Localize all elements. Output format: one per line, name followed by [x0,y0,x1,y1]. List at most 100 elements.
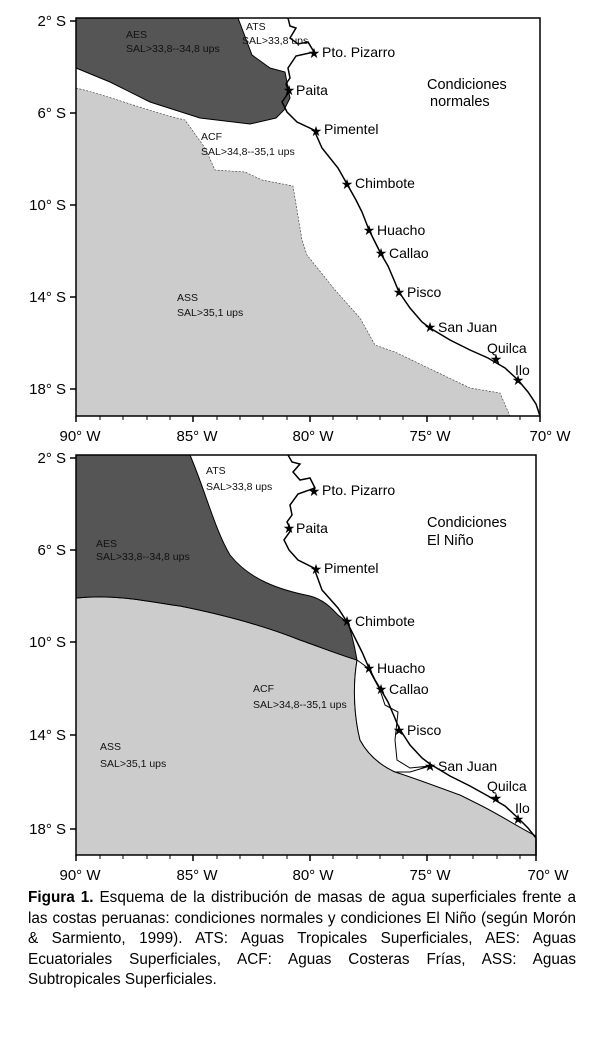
coastline [283,454,537,855]
condition-subtitle: normales [430,94,490,110]
caption-label: Figura 1. [28,889,94,906]
ats-salinity: SAL>33,8 ups [206,481,272,493]
ats-name: ATS [206,465,226,477]
star-icon: ★ [393,284,406,300]
lon-tick-label: 90° W [59,428,101,445]
lon-tick-label: 75° W [409,428,451,445]
map-normal: 2° S 6° S 10° S 14° S 18° S [29,13,571,445]
ass-name: ASS [100,741,121,753]
lat-tick-label: 2° S [37,13,66,30]
city-label: San Juan [438,319,497,335]
star-icon: ★ [308,45,321,61]
city-label: Pimentel [324,121,378,137]
ass-salinity: SAL>35,1 ups [100,758,166,770]
ass-region [75,87,511,417]
city-label: Pimentel [324,560,378,576]
city-label: Pto. Pizarro [322,482,395,498]
condition-title: Condiciones [427,515,507,531]
lon-ticks: 90° W 85° W 80° W 75° W 70° W [59,855,569,884]
lat-tick-label: 18° S [29,821,66,838]
lon-tick-label: 80° W [292,428,334,445]
city-label: Callao [389,681,429,697]
star-icon: ★ [512,372,525,388]
condition-title: Condiciones [427,77,507,93]
lat-ticks: 2° S 6° S 10° S 14° S 18° S [29,13,76,398]
map-frame [75,454,537,856]
city-label: Chimbote [355,613,415,629]
star-icon: ★ [424,319,437,335]
condition-subtitle: El Niño [427,533,474,549]
star-icon: ★ [283,82,296,98]
lat-tick-label: 14° S [29,289,66,306]
aes-salinity: SAL>33,8--34,8 ups [126,43,220,55]
ass-salinity: SAL>35,1 ups [177,307,243,319]
figure-caption: Figura 1. Esquema de la distribución de … [28,888,576,991]
map-frame [75,17,541,417]
coastline [281,17,541,417]
lat-tick-label: 2° S [37,450,66,467]
city-label: Ilo [515,362,530,378]
aes-region [75,454,358,661]
city-label: Paita [296,82,328,98]
acf-salinity: SAL>34,8--35,1 ups [253,699,347,711]
city-label: Pisco [407,722,441,738]
city-label: San Juan [438,758,497,774]
lon-tick-label: 75° W [409,867,451,884]
city-label: Callao [389,245,429,261]
acf-name: ACF [201,131,222,143]
star-icon: ★ [363,660,376,676]
lon-tick-label: 85° W [176,867,218,884]
city-label: Quilca [487,778,527,794]
city-label: Huacho [377,660,425,676]
city-label: Ilo [515,800,530,816]
star-icon: ★ [375,245,388,261]
star-icon: ★ [393,722,406,738]
star-icon: ★ [283,520,296,536]
ats-salinity: SAL>33,8 ups [242,35,308,47]
lat-tick-label: 14° S [29,727,66,744]
city-label: Paita [296,520,328,536]
lat-tick-label: 6° S [37,105,66,122]
lat-tick-label: 10° S [29,634,66,651]
lat-ticks: 2° S 6° S 10° S 14° S 18° S [29,450,76,838]
city-markers: ★ Pto. Pizarro ★ Paita ★ Pimentel ★ Chim… [283,44,530,388]
acf-boundary [353,659,431,773]
aes-salinity: SAL>33,8--34,8 ups [96,551,190,563]
lat-tick-label: 6° S [37,542,66,559]
star-icon: ★ [490,790,503,806]
aes-region [75,17,291,125]
star-icon: ★ [308,483,321,499]
aes-name: AES [96,538,117,550]
ats-name: ATS [246,21,266,33]
lon-tick-label: 85° W [176,428,218,445]
map-el-nino: 2° S 6° S 10° S 14° S 18° S [29,450,569,884]
lon-ticks: 90° W 85° W 80° W 75° W 70° W [59,416,571,445]
city-markers: ★ Pto. Pizarro ★ Paita ★ Pimentel ★ Chim… [283,482,530,827]
star-icon: ★ [490,351,503,367]
star-icon: ★ [363,222,376,238]
city-label: Huacho [377,222,425,238]
star-icon: ★ [424,758,437,774]
ass-name: ASS [177,292,198,304]
city-label: Chimbote [355,175,415,191]
star-icon: ★ [341,176,354,192]
acf-name: ACF [253,683,274,695]
acf-salinity: SAL>34,8--35,1 ups [201,146,295,158]
city-label: Quilca [487,340,527,356]
lon-tick-label: 80° W [292,867,334,884]
lon-tick-label: 70° W [527,867,569,884]
star-icon: ★ [310,123,323,139]
aes-name: AES [126,29,147,41]
lon-tick-label: 70° W [529,428,571,445]
lat-tick-label: 10° S [29,197,66,214]
city-label: Pto. Pizarro [322,44,395,60]
lon-tick-label: 90° W [59,867,101,884]
city-label: Pisco [407,284,441,300]
star-icon: ★ [512,811,525,827]
star-icon: ★ [341,613,354,629]
star-icon: ★ [310,561,323,577]
star-icon: ★ [375,681,388,697]
figure-maps: 2° S 6° S 10° S 14° S 18° S [29,13,571,884]
lat-tick-label: 18° S [29,381,66,398]
caption-text: Esquema de la distribución de masas de a… [28,889,576,988]
